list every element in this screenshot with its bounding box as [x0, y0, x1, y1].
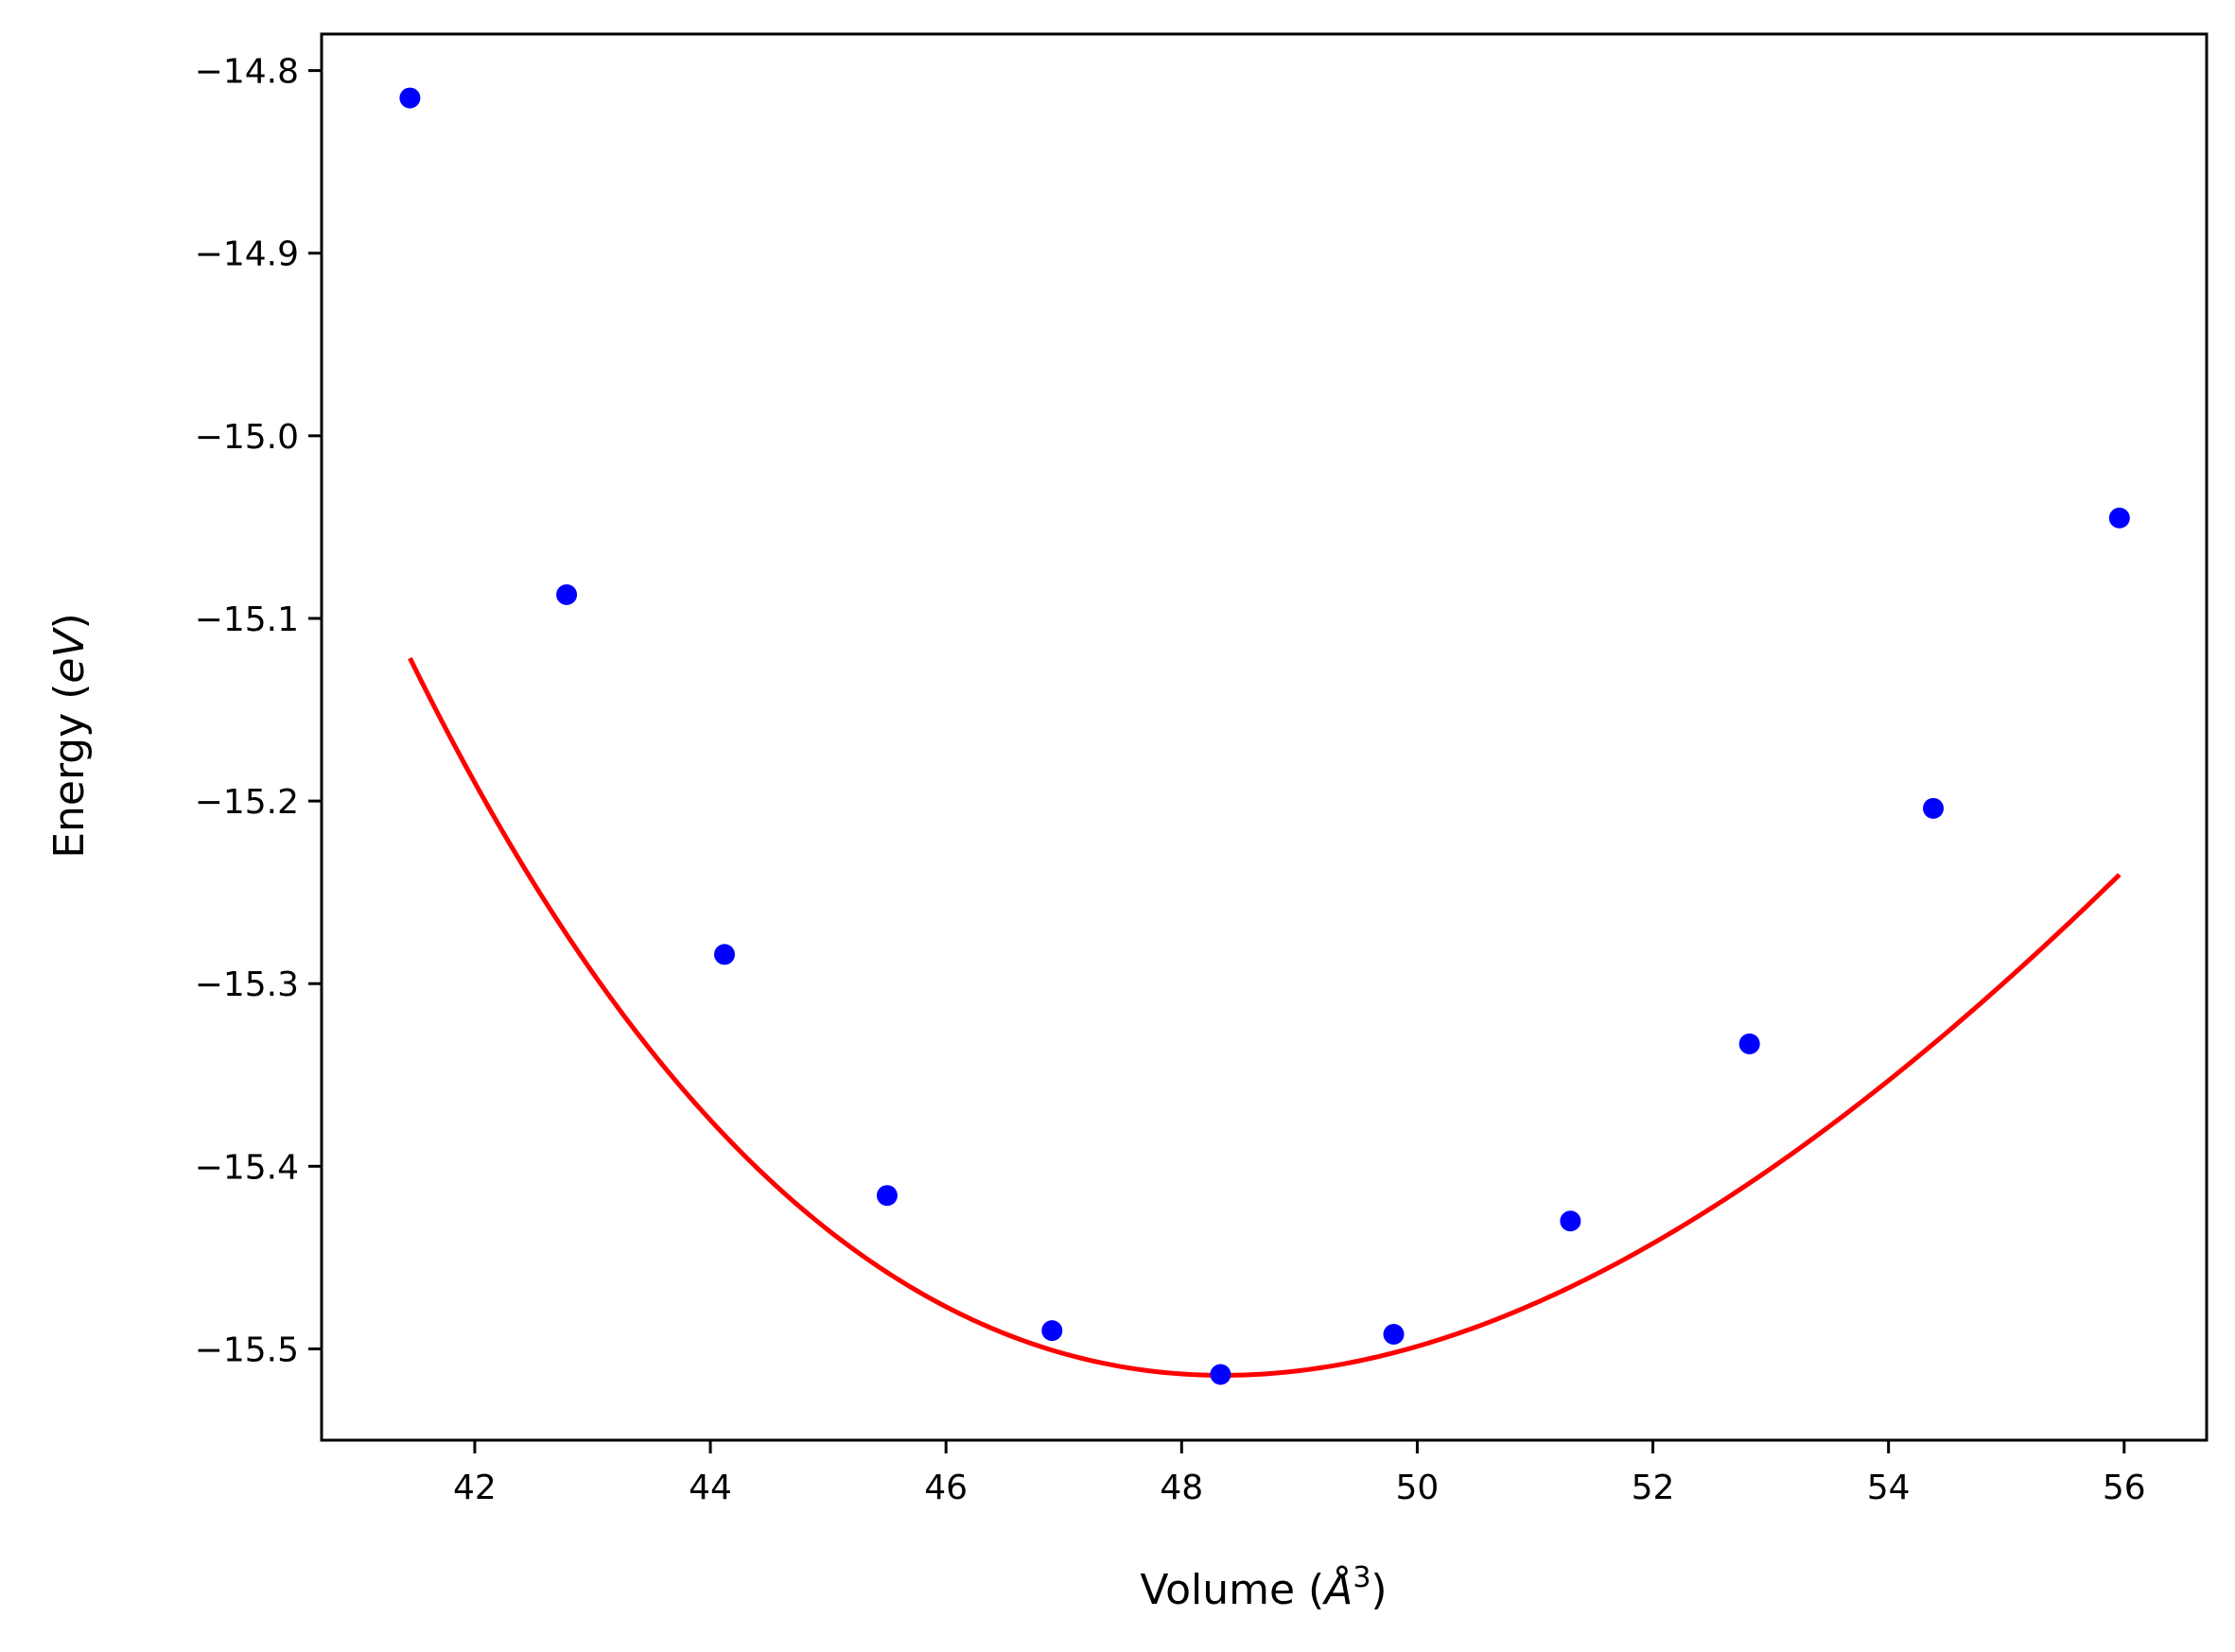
data-point [556, 583, 578, 605]
y-axis: −14.8 −14.9 −15.0 −15.1 −15.2 −15.3 −15.4 −15.5 [195, 53, 322, 1369]
data-point [2108, 507, 2130, 529]
y-tick-label: −15.5 [195, 1330, 299, 1369]
x-tick-label: 50 [1396, 1469, 1440, 1507]
series-layer [399, 87, 2130, 1385]
x-tick-label: 44 [689, 1469, 732, 1507]
y-tick-label: −14.8 [195, 53, 299, 92]
x-tick-label: 46 [924, 1469, 968, 1507]
x-tick-label: 54 [1867, 1469, 1911, 1507]
x-tick-label: 42 [453, 1469, 497, 1507]
y-tick-label: −15.2 [195, 783, 299, 822]
data-point [1738, 1033, 1760, 1054]
x-axis: 42 44 46 48 50 52 54 56 [453, 1440, 2146, 1507]
y-tick-label: −15.1 [195, 600, 299, 639]
plot-area-frame [320, 32, 2209, 1442]
data-point [714, 944, 736, 965]
data-point [1923, 797, 1945, 819]
data-point [1041, 1320, 1063, 1342]
y-tick-label: −15.0 [195, 418, 299, 457]
data-point [399, 87, 421, 109]
y-tick-label: −14.9 [195, 235, 299, 274]
x-tick-label: 56 [2103, 1469, 2146, 1507]
x-tick-label: 48 [1160, 1469, 1203, 1507]
x-tick-label: 52 [1632, 1469, 1675, 1507]
data-point [876, 1185, 898, 1207]
data-point [1383, 1323, 1405, 1345]
data-point [1560, 1210, 1581, 1232]
y-axis-label: Energy (eV) [45, 613, 94, 859]
y-tick-label: −15.4 [195, 1148, 299, 1187]
x-axis-label: Volume (Å3) [1140, 1561, 1387, 1614]
y-tick-label: −15.3 [195, 965, 299, 1004]
data-point [1210, 1364, 1231, 1385]
fit-curve-line [408, 656, 2122, 1378]
